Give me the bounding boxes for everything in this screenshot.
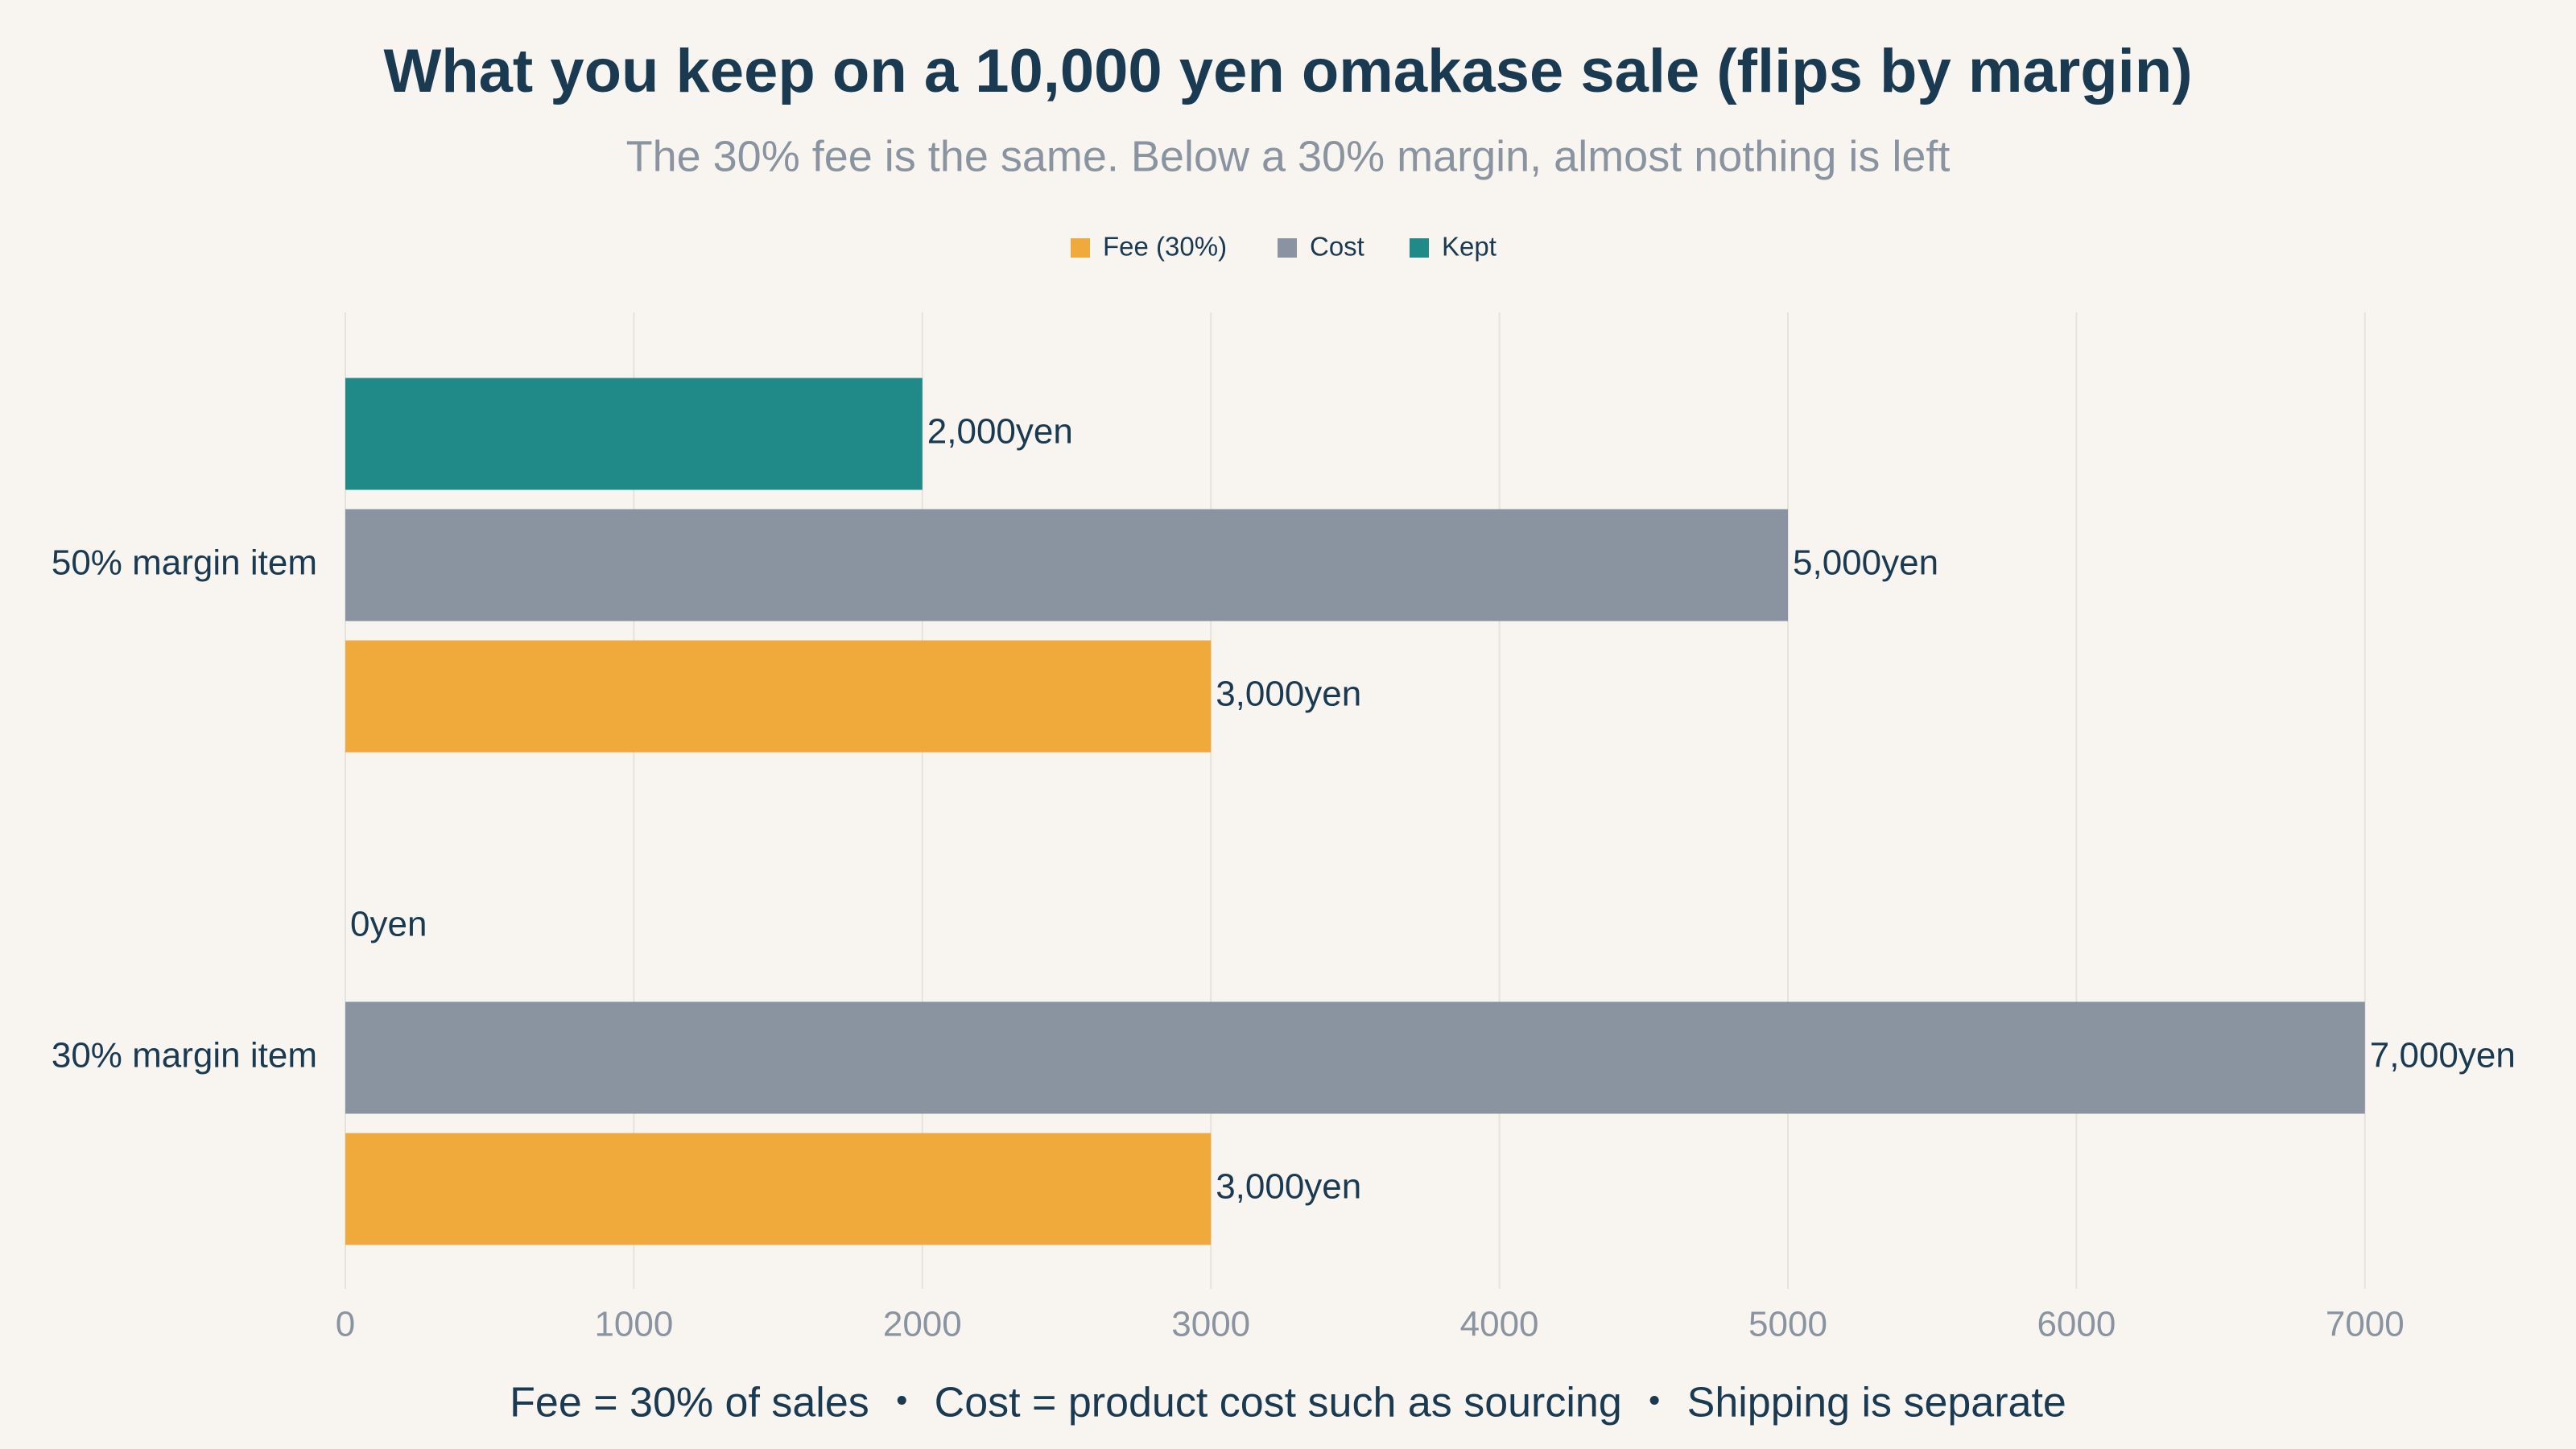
legend-label: Kept: [1442, 232, 1496, 262]
x-tick-label: 5000: [1748, 1305, 1827, 1344]
bar: [345, 1001, 2365, 1114]
x-tick-label: 7000: [2326, 1305, 2405, 1344]
legend-swatch: [1071, 238, 1090, 258]
legend-label: Fee (30%): [1103, 232, 1227, 262]
value-label: 5,000yen: [1793, 543, 1938, 583]
legend-swatch: [1410, 238, 1429, 258]
y-tick-label: 30% margin item: [52, 1036, 317, 1075]
chart-title: What you keep on a 10,000 yen omakase sa…: [383, 37, 2192, 105]
value-label: 0yen: [350, 905, 427, 944]
legend-swatch: [1278, 238, 1297, 258]
chart-subtitle: The 30% fee is the same. Below a 30% mar…: [626, 132, 1951, 180]
x-tick-label: 2000: [883, 1305, 962, 1344]
bar: [345, 509, 1788, 621]
y-tick-label: 50% margin item: [52, 543, 317, 583]
x-tick-label: 1000: [594, 1305, 673, 1344]
value-label: 2,000yen: [927, 412, 1073, 452]
value-label: 7,000yen: [2370, 1036, 2516, 1075]
x-tick-label: 0: [336, 1305, 355, 1344]
x-tick-label: 6000: [2037, 1305, 2116, 1344]
bar: [345, 378, 923, 490]
x-tick-label: 4000: [1460, 1305, 1539, 1344]
value-label: 3,000yen: [1216, 1167, 1361, 1207]
value-label: 3,000yen: [1216, 675, 1361, 714]
legend-label: Cost: [1310, 232, 1364, 262]
x-tick-label: 3000: [1171, 1305, 1250, 1344]
bar: [345, 640, 1212, 753]
bar: [345, 1133, 1212, 1245]
chart-note: Fee = 30% of sales ・ Cost = product cost…: [510, 1380, 2066, 1426]
